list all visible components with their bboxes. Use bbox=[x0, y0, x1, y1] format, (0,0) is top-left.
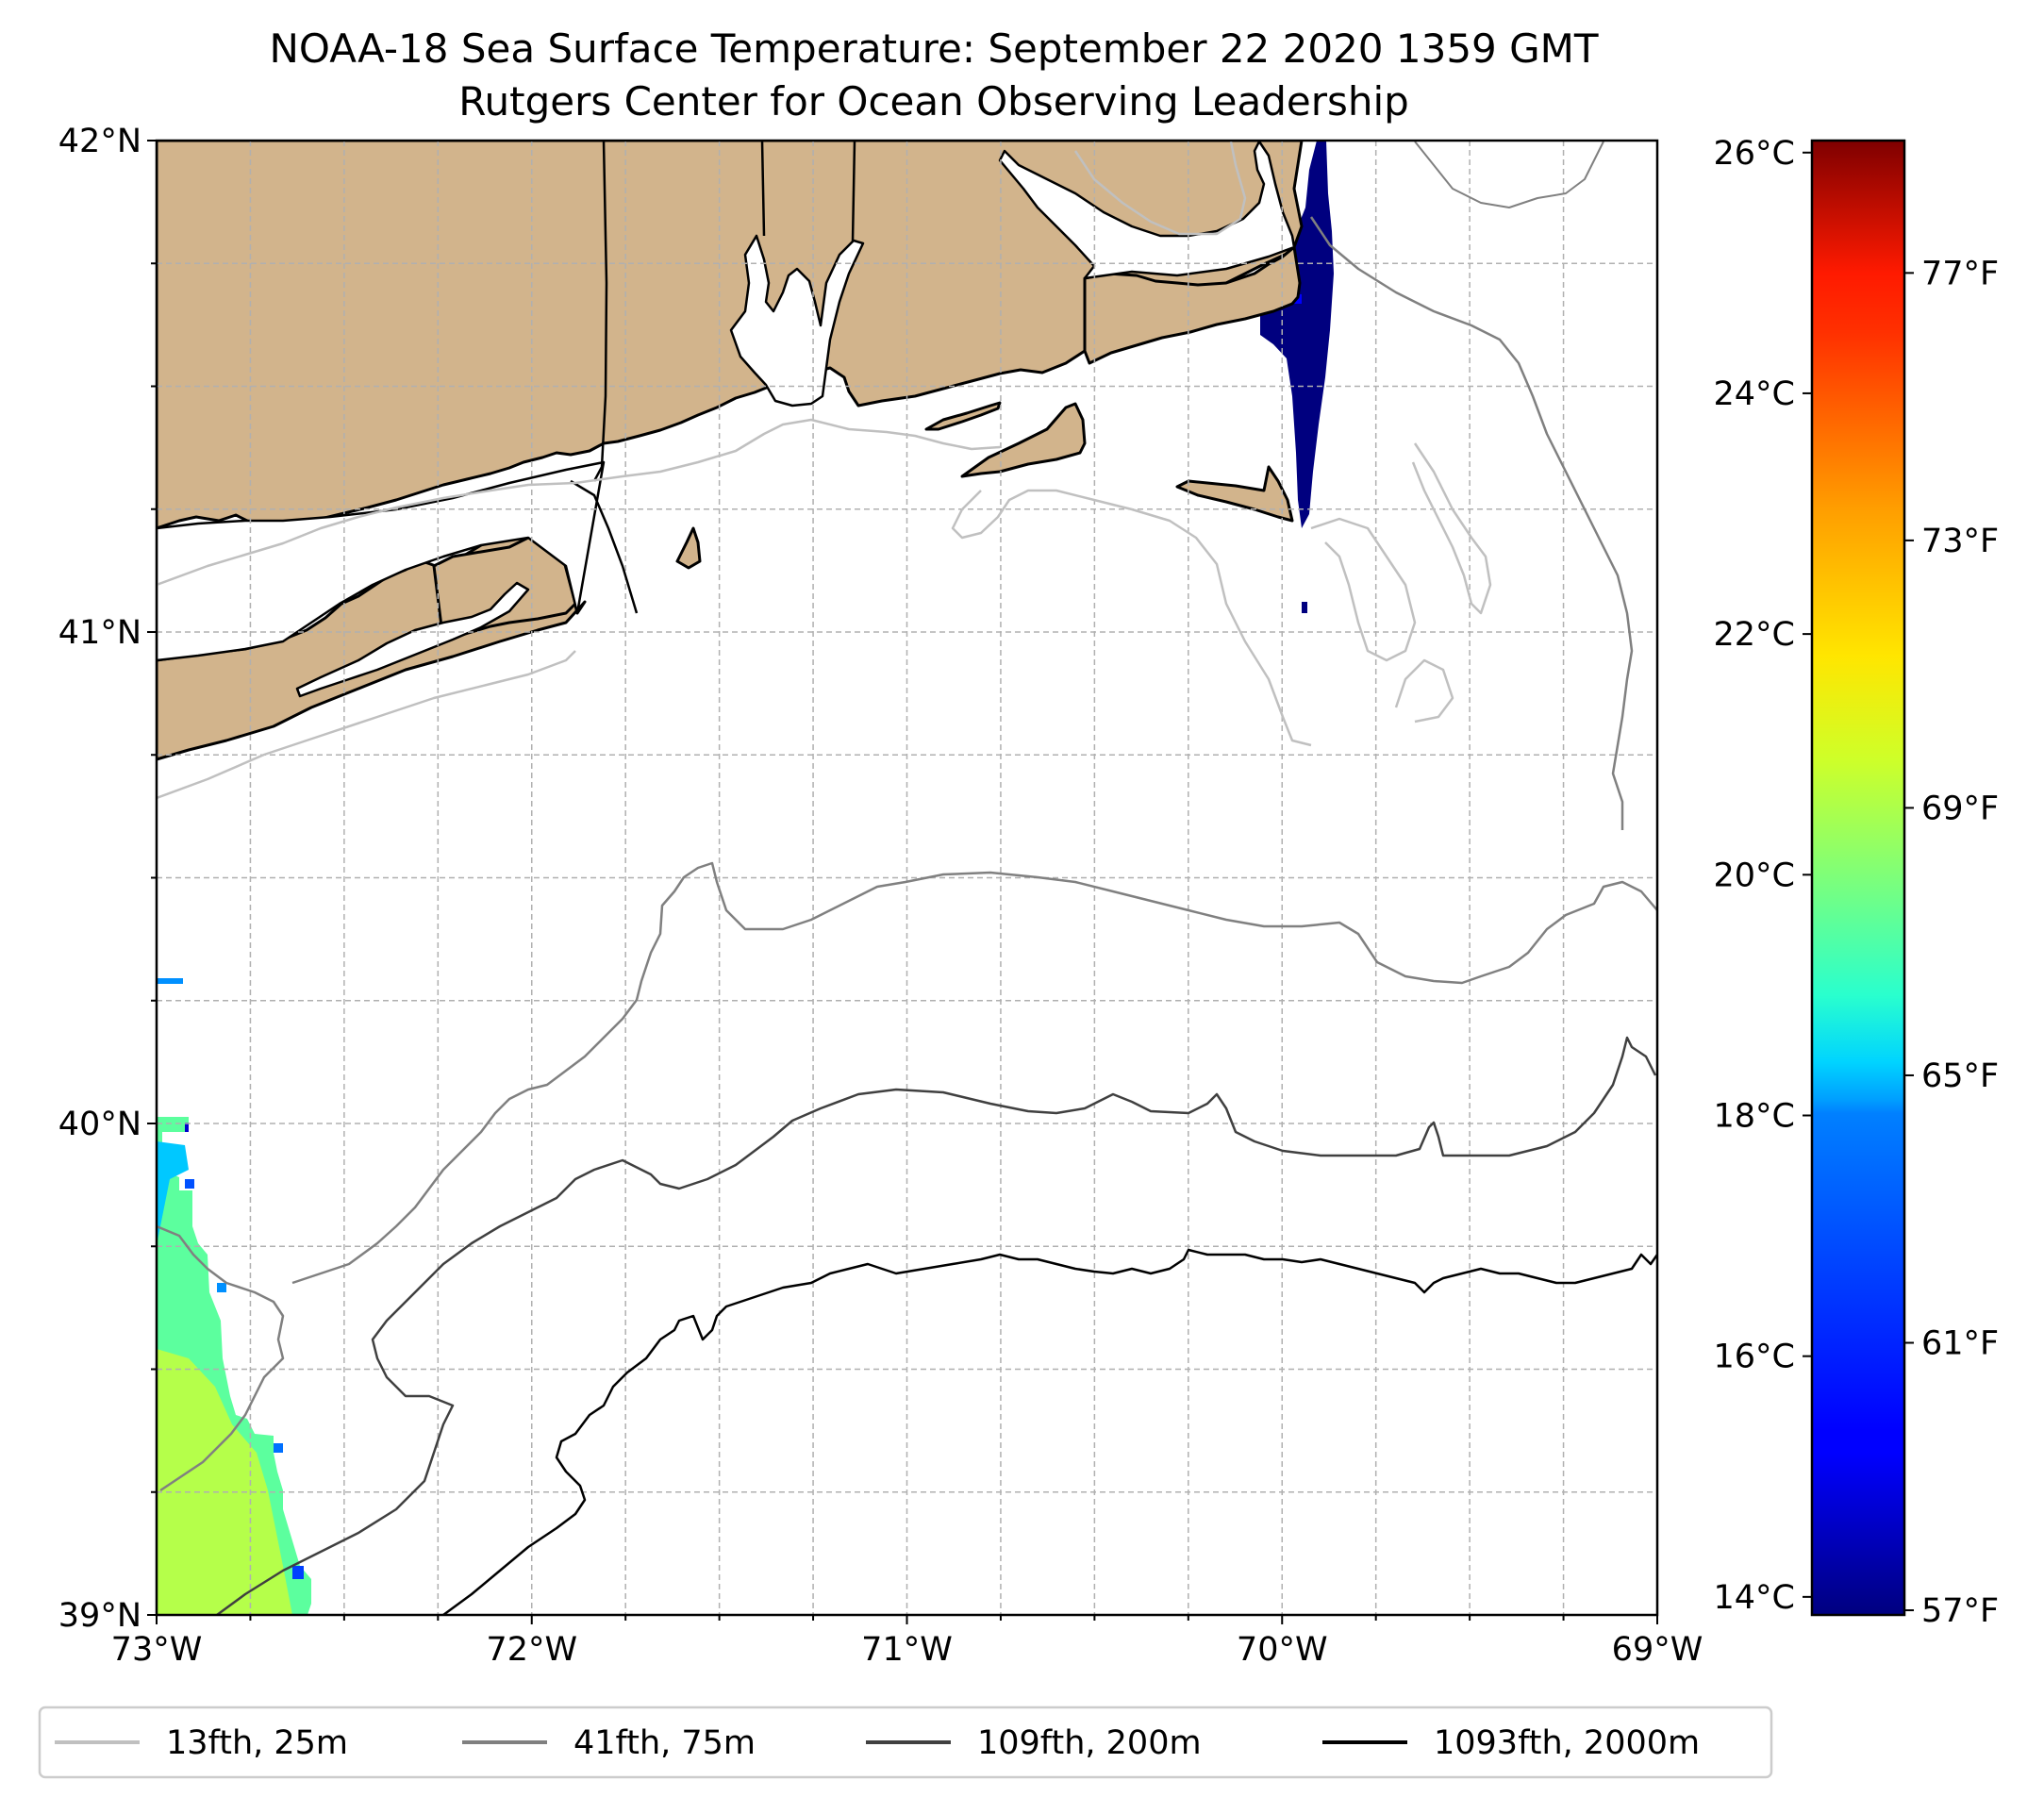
isobath-25m-sound bbox=[157, 418, 1001, 587]
sst-speck-4 bbox=[217, 1283, 226, 1292]
isobath-2000m bbox=[442, 1248, 1657, 1615]
isobath-75m-ne2 bbox=[1414, 141, 1604, 208]
fahrenheit-tick-label: 65°F bbox=[1921, 1057, 1999, 1095]
colorbar-gradient bbox=[1812, 141, 1904, 1615]
sst-patch-southwest-cool bbox=[157, 1141, 189, 1245]
sst-speck-5 bbox=[274, 1443, 283, 1453]
border-ri-ma bbox=[851, 141, 856, 242]
latitude-axis: 42°N 41°N 40°N 39°N bbox=[58, 123, 157, 1635]
isobath-200m bbox=[216, 1036, 1657, 1615]
sst-patch-speck-2 bbox=[1302, 602, 1307, 613]
land-marthas-vineyard bbox=[960, 402, 1087, 478]
colorbar: 14°C 16°C 18°C 20°C 22°C 24°C 26°C 57°F 61°F 65°… bbox=[1714, 135, 2000, 1630]
map-panel: 73°W 72°W 71°W 70°W 69°W 42°N 41°N 40°N 39°N bbox=[58, 123, 1703, 1669]
fahrenheit-tick-label: 61°F bbox=[1921, 1325, 1999, 1363]
title-line-2: Rutgers Center for Ocean Observing Leade… bbox=[458, 78, 1409, 125]
isobath-75m-ne bbox=[1309, 216, 1634, 830]
legend-label: 13fth, 25m bbox=[166, 1724, 348, 1762]
isobath-25m-north bbox=[1073, 141, 1247, 236]
fahrenheit-tick-label: 57°F bbox=[1921, 1592, 1999, 1630]
isobath-25m-longisland bbox=[157, 650, 576, 800]
land-block-island bbox=[675, 526, 702, 570]
legend-label: 1093fth, 2000m bbox=[1434, 1724, 1700, 1762]
lon-tick-label: 70°W bbox=[1237, 1631, 1328, 1669]
celsius-tick-label: 16°C bbox=[1714, 1339, 1795, 1376]
border-ny-ri-water bbox=[570, 479, 639, 614]
water-cutouts bbox=[157, 141, 1296, 698]
isobath-25m-southcoast bbox=[951, 489, 1312, 747]
lon-tick-label: 71°W bbox=[861, 1631, 953, 1669]
land-cape-cod bbox=[1083, 245, 1302, 365]
lat-tick-label: 42°N bbox=[58, 123, 141, 160]
longitude-axis: 73°W 72°W 71°W 70°W 69°W bbox=[111, 1615, 1703, 1669]
isobath-75m-shelf bbox=[291, 861, 1657, 1285]
isobath-25m-east bbox=[1394, 658, 1454, 724]
legend: 13fth, 25m 41fth, 75m 109fth, 200m 1093fth,… bbox=[38, 1705, 1773, 1779]
land-elizabeth-islands bbox=[924, 401, 1002, 431]
sst-patch-small bbox=[157, 978, 183, 984]
sst-patch-cape-cod bbox=[1260, 141, 1334, 528]
land-layer bbox=[157, 141, 1304, 761]
lon-tick-label: 69°W bbox=[1612, 1631, 1703, 1669]
title-line-1: NOAA-18 Sea Surface Temperature: Septemb… bbox=[269, 25, 1598, 72]
peconic-bay bbox=[295, 581, 530, 698]
map-content bbox=[157, 141, 1657, 1615]
isobaths bbox=[157, 141, 1657, 1615]
fahrenheit-tick-label: 73°F bbox=[1921, 523, 1999, 560]
celsius-tick-label: 18°C bbox=[1714, 1097, 1795, 1135]
lon-tick-label: 72°W bbox=[486, 1631, 577, 1669]
celsius-tick-label: 20°C bbox=[1714, 857, 1795, 894]
map-grid bbox=[157, 141, 1657, 1615]
border-ct-ri bbox=[760, 141, 766, 237]
sst-speck-7 bbox=[185, 1123, 189, 1132]
celsius-tick-label: 26°C bbox=[1714, 135, 1795, 173]
celsius-tick-label: 14°C bbox=[1714, 1579, 1795, 1617]
isobath-25m-shoals bbox=[1310, 517, 1417, 662]
legend-label: 109fth, 200m bbox=[977, 1724, 1202, 1762]
border-ny-ct bbox=[592, 141, 608, 482]
isobath-25m-shoals-2 bbox=[1411, 442, 1492, 615]
fahrenheit-tick-label: 69°F bbox=[1921, 790, 1999, 827]
narragansett-bay bbox=[729, 234, 865, 408]
long-island-sound-strip bbox=[157, 460, 606, 662]
colorbar-celsius-axis: 14°C 16°C 18°C 20°C 22°C 24°C 26°C bbox=[1714, 135, 1812, 1617]
sst-speck-3 bbox=[185, 1179, 194, 1189]
lat-tick-label: 40°N bbox=[58, 1106, 141, 1143]
lat-tick-label: 39°N bbox=[58, 1597, 141, 1635]
isobath-75m bbox=[157, 1224, 285, 1492]
lat-tick-label: 41°N bbox=[58, 614, 141, 652]
sst-speck-6 bbox=[292, 1566, 304, 1579]
legend-items: 13fth, 25m 41fth, 75m 109fth, 200m 1093fth,… bbox=[55, 1724, 1700, 1762]
celsius-tick-label: 24°C bbox=[1714, 375, 1795, 413]
sst-data-layer bbox=[157, 141, 1334, 1615]
colorbar-fahrenheit-axis: 57°F 61°F 65°F 69°F 73°F 77°F bbox=[1904, 255, 1999, 1630]
lon-tick-label: 73°W bbox=[111, 1631, 203, 1669]
colorbar-frame bbox=[1810, 139, 1906, 1617]
legend-label: 41fth, 75m bbox=[573, 1724, 756, 1762]
celsius-tick-label: 22°C bbox=[1714, 616, 1795, 654]
state-borders bbox=[570, 141, 856, 614]
fahrenheit-tick-label: 77°F bbox=[1921, 255, 1999, 292]
cape-cod-bay bbox=[998, 141, 1296, 280]
sst-patch-southwest-warm bbox=[157, 1349, 292, 1615]
